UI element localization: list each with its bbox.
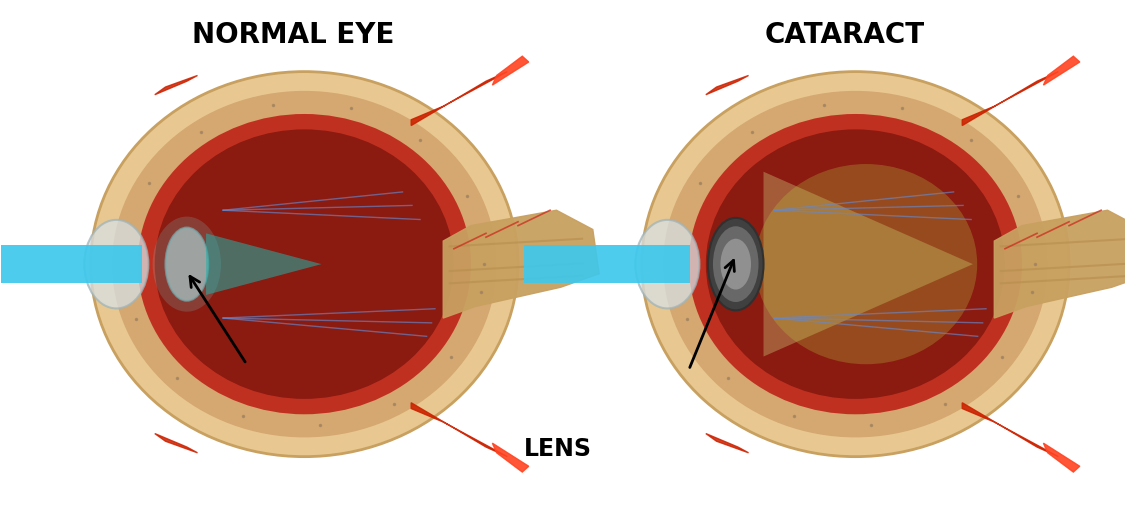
Polygon shape [154, 76, 197, 94]
Text: NORMAL EYE: NORMAL EYE [193, 21, 395, 49]
Polygon shape [206, 233, 321, 295]
FancyBboxPatch shape [525, 245, 690, 283]
Ellipse shape [708, 218, 763, 310]
Ellipse shape [663, 91, 1047, 437]
Polygon shape [1044, 56, 1080, 85]
Polygon shape [963, 403, 1058, 457]
Ellipse shape [642, 72, 1069, 457]
Ellipse shape [713, 226, 759, 302]
Ellipse shape [689, 114, 1022, 415]
Ellipse shape [154, 130, 454, 399]
Polygon shape [763, 172, 973, 357]
Ellipse shape [754, 164, 977, 364]
Text: LENS: LENS [524, 437, 591, 461]
Polygon shape [706, 433, 749, 453]
Ellipse shape [635, 220, 699, 308]
Polygon shape [963, 72, 1058, 125]
Polygon shape [444, 210, 599, 318]
Ellipse shape [166, 228, 208, 301]
Polygon shape [994, 210, 1126, 318]
Ellipse shape [721, 239, 751, 290]
FancyBboxPatch shape [1, 245, 142, 283]
Polygon shape [411, 72, 508, 125]
Polygon shape [1044, 443, 1080, 472]
Polygon shape [492, 56, 529, 85]
Ellipse shape [137, 114, 471, 415]
Ellipse shape [84, 220, 149, 308]
Polygon shape [492, 443, 529, 472]
Text: CATARACT: CATARACT [765, 21, 924, 49]
Polygon shape [411, 403, 508, 457]
Ellipse shape [153, 216, 221, 312]
Ellipse shape [91, 72, 518, 457]
Polygon shape [154, 433, 197, 453]
Polygon shape [706, 76, 749, 94]
Ellipse shape [111, 91, 497, 437]
Ellipse shape [706, 130, 1006, 399]
